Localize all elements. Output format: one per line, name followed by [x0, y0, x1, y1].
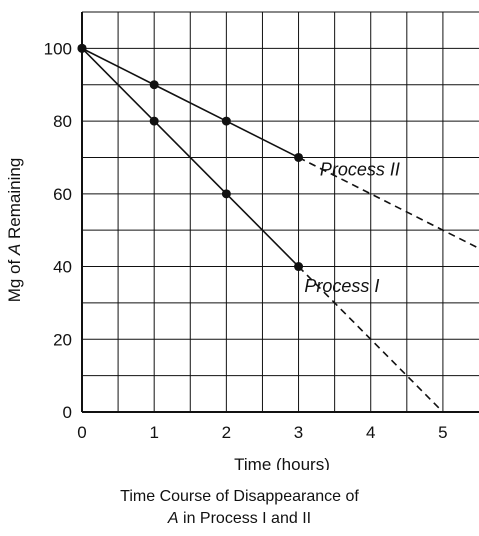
x-tick-label: 4 [366, 423, 375, 442]
chart-axes [81, 12, 479, 413]
y-tick-label: 100 [44, 39, 72, 58]
process-i-point [149, 116, 159, 126]
tick-labels: 0 1 2 3 4 5 0 20 40 60 80 100 [44, 39, 448, 442]
process-i-extrapolation-line [297, 265, 444, 413]
x-tick-label: 5 [438, 423, 447, 442]
x-axis-label: Time (hours) [234, 455, 330, 470]
x-tick-label: 2 [222, 423, 231, 442]
y-axis-label-italic: A [5, 244, 24, 256]
process-i-label: Process I [304, 276, 379, 296]
chart-figure: 0 1 2 3 4 5 0 20 40 60 80 100 Process I Process II T… [5, 11, 479, 470]
process-i-line [81, 47, 300, 268]
series-points [77, 43, 304, 272]
y-tick-label: 0 [63, 403, 72, 422]
x-tick-label: 1 [149, 423, 158, 442]
y-tick-label: 60 [53, 185, 72, 204]
y-tick-label: 80 [53, 112, 72, 131]
caption-line-2-rest: in Process I and II [178, 510, 312, 527]
y-axis-label-prefix: Mg of [5, 255, 24, 302]
y-tick-label: 20 [53, 330, 72, 349]
x-tick-label: 3 [294, 423, 303, 442]
process-ii-point [294, 152, 304, 162]
y-axis-label: Mg of A Remaining [5, 158, 24, 303]
y-axis-label-suffix: Remaining [5, 158, 24, 244]
process-ii-label: Process II [320, 160, 400, 180]
chart-grid [82, 11, 479, 412]
series-lines [81, 47, 479, 413]
process-ii-extrapolation-line [298, 156, 479, 250]
chart-caption-line-2: A in Process I and II [0, 510, 479, 528]
caption-italic-a: A [167, 510, 179, 527]
chart-caption-line-1: Time Course of Disappearance of [120, 488, 359, 505]
process-ii-line [81, 47, 299, 159]
process-ii-point [221, 116, 231, 126]
x-tick-label: 0 [77, 423, 86, 442]
process-i-point [294, 262, 304, 272]
process-ii-point [77, 43, 87, 53]
series-annotations: Process I Process II [304, 160, 400, 296]
process-ii-point [149, 80, 159, 90]
process-i-point [221, 189, 231, 199]
y-tick-label: 40 [53, 258, 72, 277]
